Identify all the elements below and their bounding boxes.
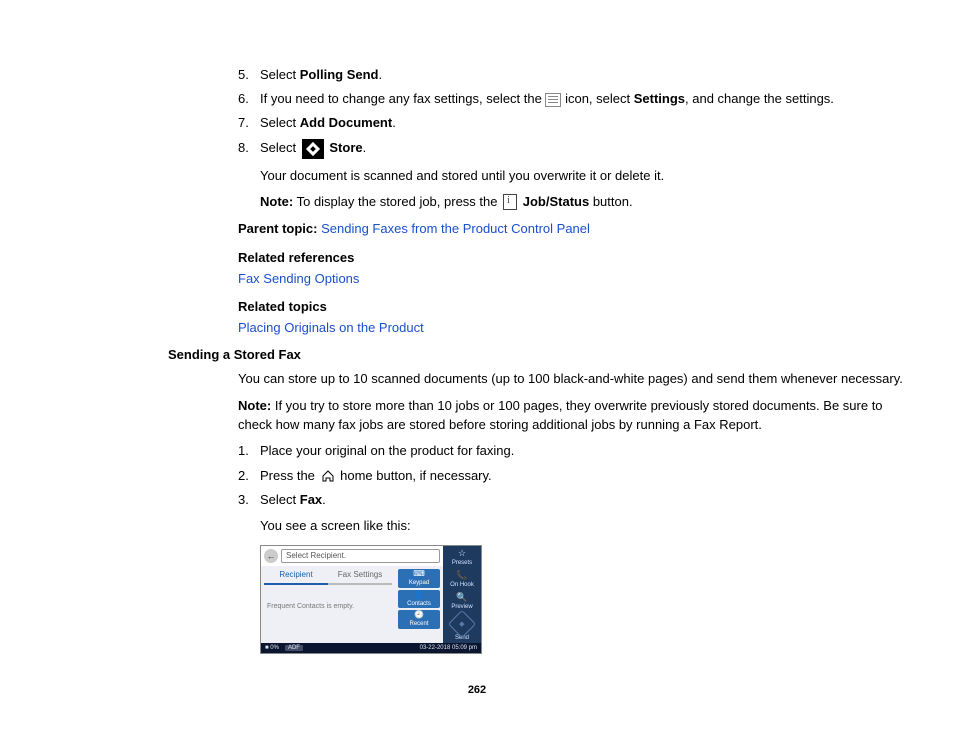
step-text: If you need to change any fax settings, …	[260, 91, 834, 106]
parent-topic-link[interactable]: Sending Faxes from the Product Control P…	[321, 221, 590, 236]
preview-button[interactable]: 🔍Preview	[443, 590, 481, 612]
frequent-contacts-empty: Frequent Contacts is empty.	[261, 585, 395, 628]
steps-list-b: 1. Place your original on the product fo…	[238, 442, 914, 509]
ink-level: ■ 0%	[265, 645, 279, 651]
related-topic-link[interactable]: Placing Originals on the Product	[238, 318, 914, 339]
menu-icon	[545, 93, 561, 107]
keypad-icon: ⌨	[398, 570, 440, 580]
step-num: 3.	[238, 491, 249, 509]
step-num: 2.	[238, 467, 249, 485]
step-num: 8.	[238, 139, 249, 157]
related-references: Related references Fax Sending Options	[238, 248, 914, 290]
section-heading: Sending a Stored Fax	[168, 347, 914, 362]
datetime: 03-22-2018 05:09 pm	[420, 645, 477, 651]
fax-top-bar: ← Select Recipient.	[261, 546, 443, 566]
tab-recipient[interactable]: Recipient	[264, 566, 328, 585]
step-text: Select Fax.	[260, 492, 326, 507]
step-text: Select Add Document.	[260, 115, 396, 130]
step-num: 1.	[238, 442, 249, 460]
send-button[interactable]: Send	[443, 612, 481, 643]
send-icon	[448, 610, 476, 638]
store-icon	[302, 139, 324, 159]
fax-mid-buttons: ⌨Keypad 👤Contacts 🕘Recent	[395, 566, 443, 632]
substep-after-8: Your document is scanned and stored unti…	[260, 167, 914, 185]
step-num: 7.	[238, 114, 249, 132]
contacts-button[interactable]: 👤Contacts	[398, 590, 440, 609]
step-b3: 3. Select Fax.	[238, 491, 914, 509]
step-num: 6.	[238, 90, 249, 108]
step-b1: 1. Place your original on the product fo…	[238, 442, 914, 460]
step-8: 8. Select Store.	[238, 139, 914, 159]
step-5: 5. Select Polling Send.	[238, 66, 914, 84]
note-b: Note: If you try to store more than 10 j…	[238, 397, 914, 435]
preview-icon: 🔍	[456, 592, 467, 603]
step-6: 6. If you need to change any fax setting…	[238, 90, 914, 108]
phone-icon: 📞	[456, 570, 467, 581]
fax-right-panel: ☆Presets 📞On Hook 🔍Preview Send	[443, 546, 481, 643]
step-7: 7. Select Add Document.	[238, 114, 914, 132]
tab-fax-settings[interactable]: Fax Settings	[328, 566, 392, 585]
back-icon[interactable]: ←	[264, 549, 278, 563]
select-recipient-field[interactable]: Select Recipient.	[281, 549, 440, 563]
step-num: 5.	[238, 66, 249, 84]
page-number: 262	[0, 684, 954, 696]
adf-chip: ADF	[285, 645, 303, 651]
steps-list-a: 5. Select Polling Send. 6. If you need t…	[238, 66, 914, 159]
presets-button[interactable]: ☆Presets	[443, 546, 481, 568]
onhook-button[interactable]: 📞On Hook	[443, 568, 481, 590]
step-b2: 2. Press the home button, if necessary.	[238, 467, 914, 485]
substep-after-b3: You see a screen like this:	[260, 517, 914, 535]
jobstatus-icon	[503, 194, 517, 210]
related-topics: Related topics Placing Originals on the …	[238, 297, 914, 339]
recent-button[interactable]: 🕘Recent	[398, 610, 440, 629]
related-ref-link[interactable]: Fax Sending Options	[238, 269, 914, 290]
keypad-button[interactable]: ⌨Keypad	[398, 569, 440, 588]
fax-screen: ← Select Recipient. Recipient Fax Settin…	[260, 545, 482, 654]
step-text: Select Polling Send.	[260, 67, 382, 82]
contacts-icon: 👤	[398, 591, 440, 601]
recent-icon: 🕘	[398, 611, 440, 621]
fax-bottom-bar: ■ 0% ADF 03-22-2018 05:09 pm	[261, 643, 481, 653]
star-icon: ☆	[458, 548, 466, 559]
intro-para: You can store up to 10 scanned documents…	[238, 370, 914, 389]
step-text: Select Store.	[260, 140, 366, 155]
step-text: Press the home button, if necessary.	[260, 468, 492, 483]
home-icon	[321, 470, 335, 482]
parent-topic: Parent topic: Sending Faxes from the Pro…	[238, 219, 914, 240]
note-a: Note: To display the stored job, press t…	[260, 193, 914, 211]
step-text: Place your original on the product for f…	[260, 443, 514, 458]
